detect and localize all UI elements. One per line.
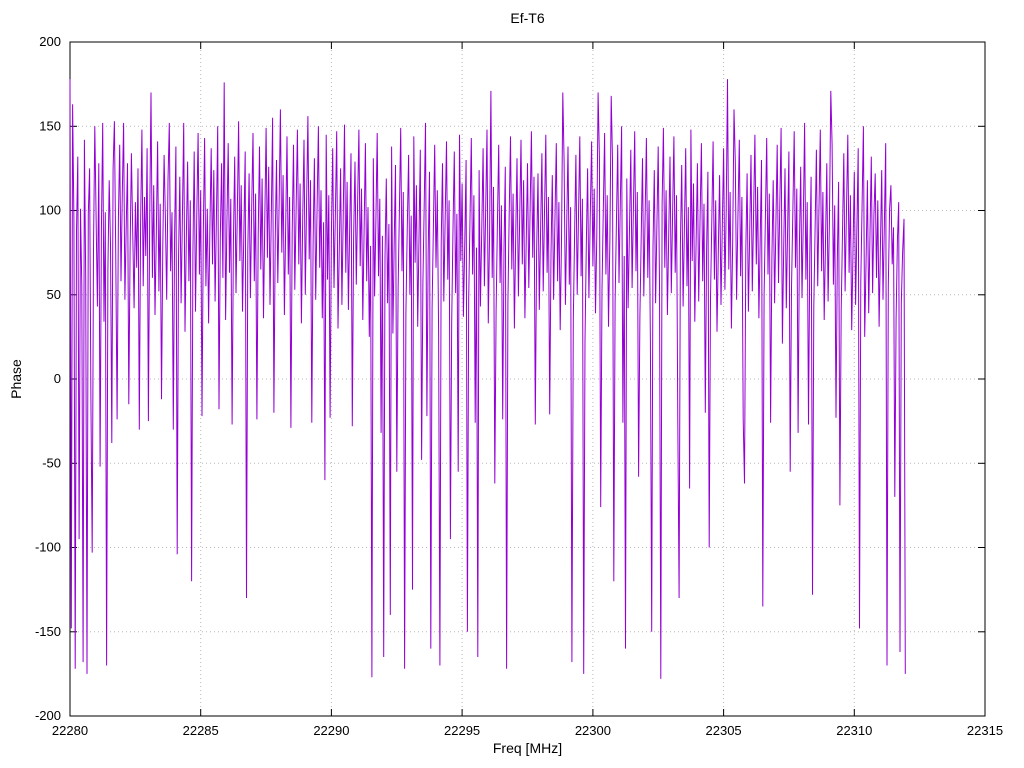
- y-tick-label: 100: [39, 203, 61, 218]
- x-tick-label: 22310: [836, 723, 872, 738]
- x-tick-label: 22280: [52, 723, 88, 738]
- y-tick-label: 150: [39, 118, 61, 133]
- y-tick-label: 50: [47, 287, 61, 302]
- x-tick-label: 22290: [313, 723, 349, 738]
- data-series: [69, 79, 906, 679]
- x-tick-label: 22305: [706, 723, 742, 738]
- y-tick-label: -150: [35, 624, 61, 639]
- x-tick-label: 22300: [575, 723, 611, 738]
- x-tick-label: 22295: [444, 723, 480, 738]
- y-tick-label: -100: [35, 540, 61, 555]
- x-tick-label: 22285: [183, 723, 219, 738]
- chart-title: Ef-T6: [510, 10, 545, 26]
- y-tick-label: 200: [39, 34, 61, 49]
- plot-border: [69, 41, 986, 717]
- y-tick-label: 0: [54, 371, 61, 386]
- x-axis-label: Freq [MHz]: [492, 740, 563, 756]
- y-tick-label: -50: [42, 455, 61, 470]
- x-tick-label: 22315: [967, 723, 1003, 738]
- y-axis-label: Phase: [8, 359, 24, 399]
- y-tick-label: -200: [35, 708, 61, 723]
